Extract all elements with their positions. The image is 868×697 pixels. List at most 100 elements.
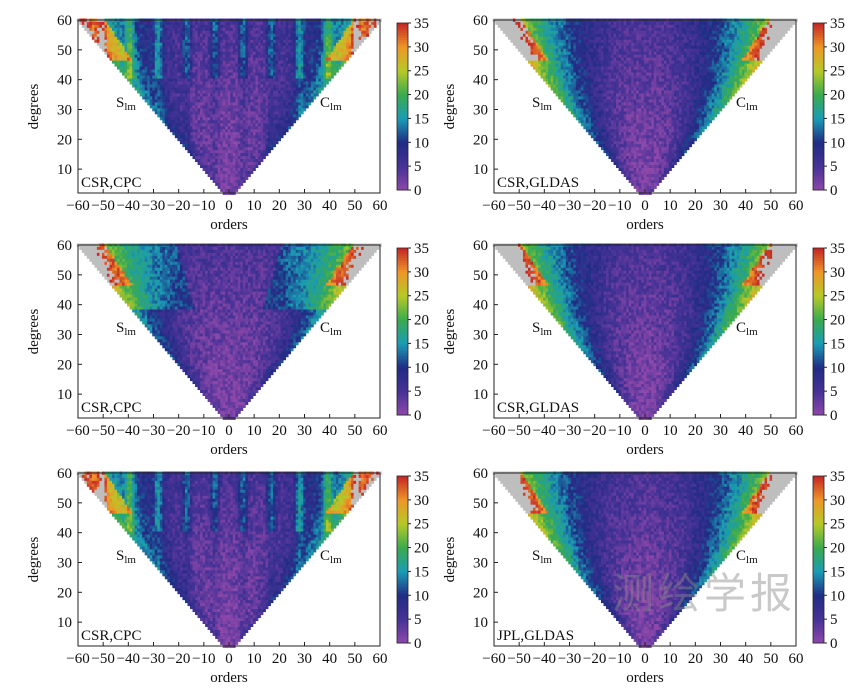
heatmap-cell (288, 54, 292, 58)
heatmap-cell (278, 119, 281, 124)
heatmap-cell (686, 140, 690, 145)
heatmap-cell (205, 108, 208, 112)
heatmap-cell (606, 113, 609, 118)
heatmap-cell (152, 42, 156, 46)
heatmap-cell (172, 42, 176, 46)
heatmap-cell (210, 21, 214, 25)
heatmap-cell (167, 84, 171, 88)
heatmap-cell (210, 161, 214, 166)
heatmap-cell (101, 42, 105, 46)
colorbar-segment (397, 44, 408, 48)
heatmap-cell (240, 45, 244, 49)
heatmap-cell (351, 48, 354, 52)
heatmap-cell (275, 134, 279, 139)
heatmap-cell (641, 188, 645, 192)
heatmap-cell (290, 60, 294, 64)
heatmap-cell (225, 45, 229, 49)
heatmap-cell (164, 39, 168, 43)
heatmap-cell (174, 122, 178, 127)
heatmap-cell (245, 51, 249, 55)
heatmap-cell (325, 36, 329, 40)
heatmap-cell (240, 81, 244, 85)
heatmap-cell (313, 21, 317, 25)
heatmap-cell (247, 173, 251, 177)
colorbar-segment (397, 130, 408, 134)
heatmap-cell (613, 143, 617, 148)
heatmap-cell (94, 21, 98, 25)
heatmap-cell (232, 69, 236, 73)
heatmap-cell (149, 21, 153, 25)
heatmap-cell (278, 45, 281, 49)
heatmap-cell (210, 164, 214, 169)
heatmap-cell (275, 60, 279, 64)
heatmap-cell (215, 161, 219, 166)
heatmap-cell (222, 116, 226, 121)
heatmap-cell (335, 39, 339, 43)
heatmap-cell (250, 33, 254, 37)
heatmap-cell (215, 21, 219, 25)
heatmap-cell (255, 111, 259, 115)
heatmap-cell (149, 39, 153, 43)
heatmap-cell (167, 51, 171, 55)
heatmap-cell (174, 78, 178, 82)
heatmap-cell (167, 102, 171, 106)
heatmap-cell (356, 39, 359, 43)
heatmap-cell (323, 30, 327, 34)
heatmap-cell (268, 90, 271, 94)
heatmap-cell (648, 119, 652, 124)
heatmap-cell (197, 158, 201, 163)
heatmap-cell (641, 185, 645, 189)
heatmap-cell (230, 90, 234, 94)
heatmap-cell (109, 57, 113, 61)
heatmap-cell (673, 111, 677, 115)
heatmap-cell (187, 48, 191, 52)
heatmap-cell (245, 87, 249, 91)
heatmap-cell (283, 21, 287, 25)
heatmap-cell (288, 81, 292, 85)
heatmap-cell (661, 125, 665, 130)
heatmap-cell (245, 54, 249, 58)
heatmap-cell (192, 21, 196, 25)
heatmap-cell (356, 42, 359, 46)
heatmap-cell (684, 102, 687, 106)
heatmap-cell (606, 122, 609, 127)
heatmap-cell (257, 113, 261, 118)
heatmap-cell (152, 96, 156, 100)
heatmap-cell (273, 93, 276, 97)
heatmap-cell (242, 27, 246, 31)
heatmap-cell (646, 99, 650, 103)
heatmap-cell (127, 51, 130, 55)
heatmap-cell (167, 105, 171, 109)
heatmap-cell (174, 66, 178, 70)
heatmap-cell (628, 108, 632, 112)
heatmap-cell (152, 84, 156, 88)
heatmap-cell (104, 30, 108, 34)
heatmap-cell (152, 30, 156, 34)
heatmap-cell (646, 108, 650, 112)
heatmap-cell (139, 24, 143, 28)
heatmap-cell (270, 75, 274, 79)
heatmap-cell (187, 149, 191, 154)
heatmap-cell (220, 72, 224, 76)
heatmap-cell (169, 99, 173, 103)
heatmap-cell (671, 161, 675, 166)
heatmap-cell (111, 39, 115, 43)
heatmap-cell (250, 122, 254, 127)
heatmap-cell (232, 179, 236, 183)
heatmap-cell (593, 131, 597, 136)
heatmap-cell (149, 57, 153, 61)
heatmap-cell (190, 149, 193, 154)
heatmap-cell (222, 143, 226, 148)
heatmap-cell (310, 21, 314, 25)
heatmap-cell (335, 57, 339, 61)
heatmap-cell (273, 143, 276, 148)
heatmap-cell (179, 30, 183, 34)
heatmap-cell (250, 57, 254, 61)
heatmap-cell (643, 176, 647, 180)
heatmap-cell (235, 164, 239, 169)
heatmap-cell (578, 116, 582, 121)
heatmap-cell (139, 69, 143, 73)
heatmap-cell (91, 30, 95, 34)
heatmap-cell (305, 21, 309, 25)
heatmap-cell (217, 173, 221, 177)
